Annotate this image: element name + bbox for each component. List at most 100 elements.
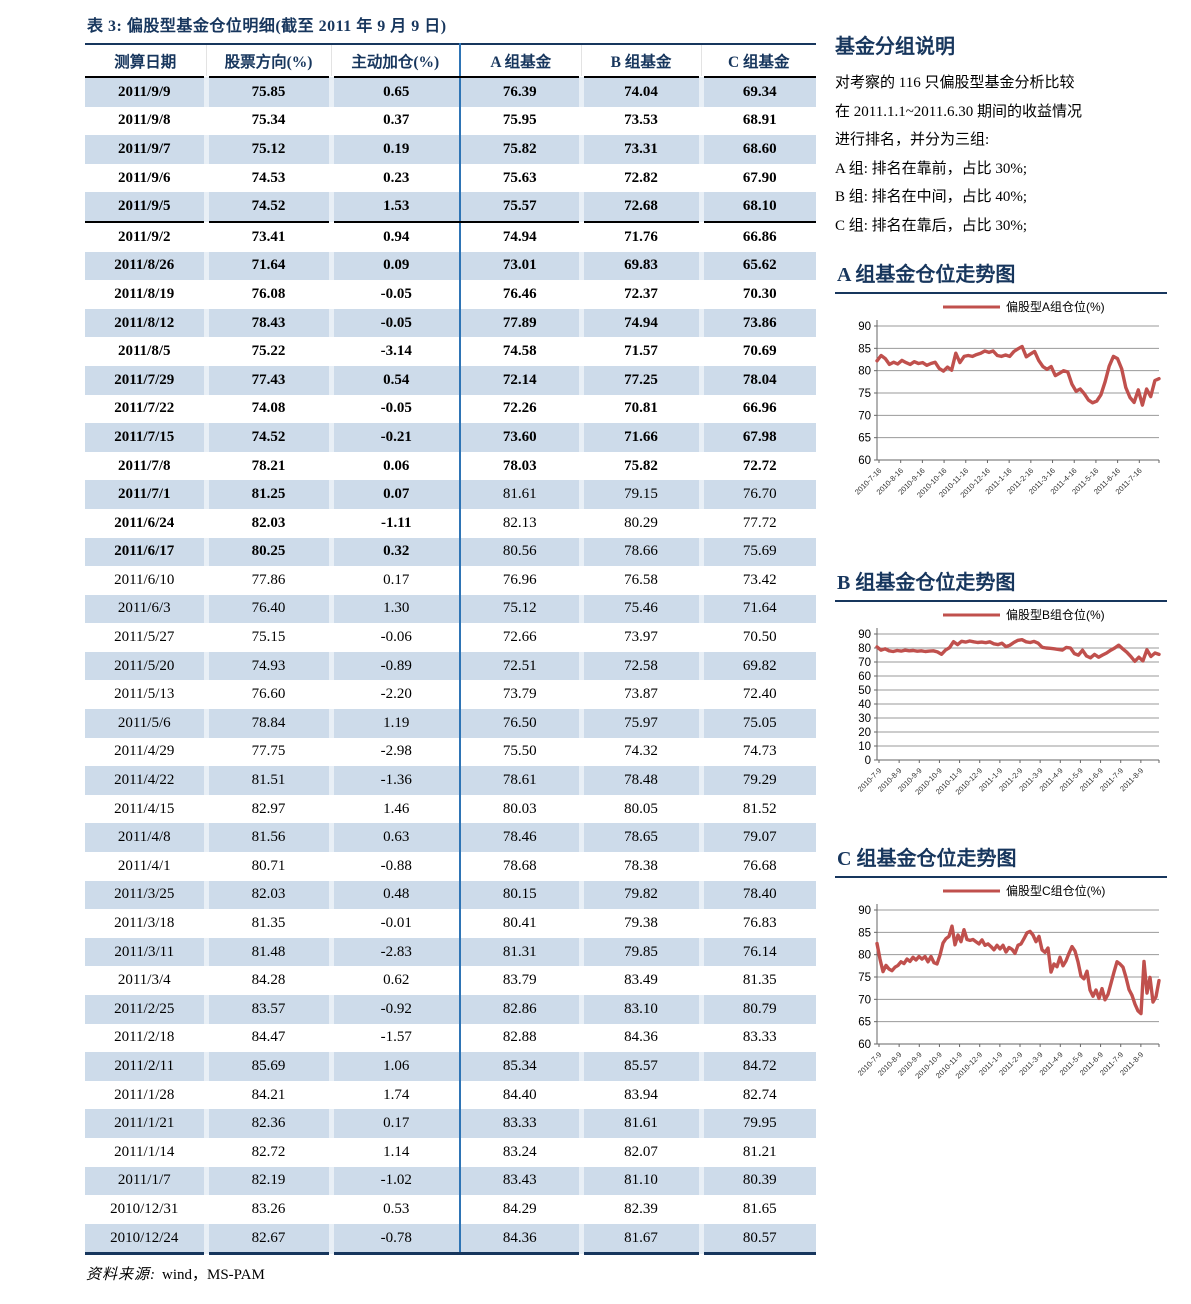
value-cell: 76.58 [578,566,701,595]
value-cell: 73.60 [459,423,581,452]
y-tick-label: 80 [858,366,871,378]
value-cell: 81.56 [203,823,331,853]
notes-heading: 基金分组说明 [835,36,955,58]
value-cell: 74.73 [698,737,816,767]
value-cell: 78.38 [578,852,701,881]
y-tick-label: 90 [858,321,871,333]
legend: 偏股型B组仓位(%) [943,607,1105,622]
table-row: 2011/8/26 71.64 0.09 73.01 69.83 65.62 [85,251,816,281]
value-cell: 80.29 [578,508,701,538]
table-header: 测算日期 股票方向(%) 主动加仓(%) A 组基金 B 组基金 C 组基金 [85,44,816,78]
value-cell: 80.57 [698,1223,816,1254]
y-tick-label: 60 [858,671,871,683]
value-cell: 0.17 [328,566,460,595]
chart-b-line-chart: 偏股型B组仓位(%) 0 10 20 30 40 50 60 70 80 90 2010-7-9201… [856,607,1161,797]
value-cell: 77.72 [698,508,816,538]
table-row: 2011/2/18 84.47 -1.57 82.88 84.36 83.33 [85,1023,816,1053]
y-tick-label: 75 [858,972,871,984]
value-cell: 79.29 [698,766,816,795]
value-cell: 83.43 [459,1166,581,1196]
date-cell: 2011/9/6 [117,169,171,186]
value-cell: -1.11 [328,508,460,538]
fund-position-table: 测算日期 股票方向(%) 主动加仓(%) A 组基金 B 组基金 C 组基金 2… [85,43,816,1256]
value-cell: 80.71 [203,852,331,881]
series-line [875,638,1161,663]
col-header-group-a: A 组基金 [459,44,581,78]
table-row: 2011/4/22 81.51 -1.36 78.61 78.48 79.29 [85,766,816,795]
value-cell: 78.03 [459,451,581,481]
x-axis-labels: 2010-7-162010-8-162010-9-162010-10-16201… [853,460,1160,500]
value-cell: 76.46 [459,280,581,309]
value-cell: 1.30 [328,594,460,624]
value-cell: -2.20 [328,680,460,710]
value-cell: 73.87 [578,680,701,710]
value-cell: 71.64 [698,594,816,624]
value-cell: 82.97 [203,794,331,824]
value-cell: 82.74 [698,1080,816,1110]
y-tick-label: 60 [858,1039,871,1051]
value-cell: 81.67 [578,1223,701,1254]
table-row: 2011/7/8 78.21 0.06 78.03 75.82 72.72 [85,451,816,481]
value-cell: 81.35 [203,909,331,938]
table-row: 2011/5/6 78.84 1.19 76.50 75.97 75.05 [85,709,816,738]
value-cell: 80.79 [698,995,816,1024]
value-cell: 81.61 [578,1109,701,1138]
legend-label: 偏股型C组仓位(%) [1006,883,1105,898]
date-cell: 2011/8/19 [114,285,175,302]
value-cell: 69.82 [698,651,816,681]
value-cell: 78.61 [459,766,581,795]
value-cell: 75.50 [459,737,581,767]
value-cell: 82.86 [459,995,581,1024]
value-cell: 75.85 [203,77,331,107]
y-tick-label: 80 [858,950,871,962]
value-cell: 82.88 [459,1023,581,1053]
col-header-date: 测算日期 [85,44,206,78]
value-cell: 81.51 [203,766,331,795]
date-cell: 2011/3/4 [117,972,171,989]
date-cell: 2011/4/22 [85,766,206,795]
table-row: 2011/2/25 83.57 -0.92 82.86 83.10 80.79 [85,995,816,1024]
y-tick-label: 90 [858,629,871,641]
date-cell: 2011/1/14 [114,1143,175,1160]
gridlines [877,325,1159,461]
value-cell: 71.66 [578,423,701,452]
table-row: 2010/12/31 83.26 0.53 84.29 82.39 81.65 [85,1195,816,1224]
value-cell: 73.01 [459,251,581,281]
date-cell: 2011/8/12 [85,308,206,338]
table-row: 2011/7/29 77.43 0.54 72.14 77.25 78.04 [85,365,816,395]
date-cell: 2011/5/13 [114,686,175,703]
value-cell: 81.21 [698,1137,816,1167]
date-cell: 2011/9/9 [85,77,206,107]
table-body: 2011/9/9 75.85 0.65 76.39 74.04 69.34 2011/9/8… [85,77,816,1254]
table-row: 2011/7/22 74.08 -0.05 72.26 70.81 66.96 [85,394,816,424]
value-cell: 1.06 [328,1052,460,1081]
value-cell: 83.57 [203,995,331,1024]
value-cell: 83.94 [578,1080,701,1110]
chart-b-title: B 组基金仓位走势图 [835,566,1167,602]
value-cell: 67.98 [698,423,816,452]
value-cell: 81.52 [698,794,816,824]
value-cell: 75.05 [698,709,816,738]
value-cell: 80.15 [459,880,581,910]
date-cell: 2011/8/26 [85,251,206,281]
legend: 偏股型A组仓位(%) [943,299,1105,314]
date-cell: 2011/9/2 [117,228,171,245]
value-cell: 74.04 [578,77,701,107]
date-cell: 2011/9/7 [85,135,206,164]
value-cell: 68.91 [698,106,816,136]
value-cell: 83.49 [578,966,701,995]
y-tick-label: 10 [858,741,871,753]
value-cell: 0.06 [328,451,460,481]
table-row: 2011/3/4 84.28 0.62 83.79 83.49 81.35 [85,966,816,995]
value-cell: 74.08 [203,394,331,424]
value-cell: 82.07 [578,1137,701,1167]
value-cell: 75.57 [459,192,581,223]
value-cell: 84.21 [203,1080,331,1110]
value-cell: 75.46 [578,594,701,624]
value-cell: 70.50 [698,623,816,652]
value-cell: -3.14 [328,337,460,366]
date-cell: 2010/12/31 [110,1200,179,1217]
value-cell: 1.74 [328,1080,460,1110]
table-title: 表 3: 偏股型基金仓位明细(截至 2011 年 9 月 9 日) [87,18,447,35]
value-cell: 83.33 [459,1109,581,1138]
